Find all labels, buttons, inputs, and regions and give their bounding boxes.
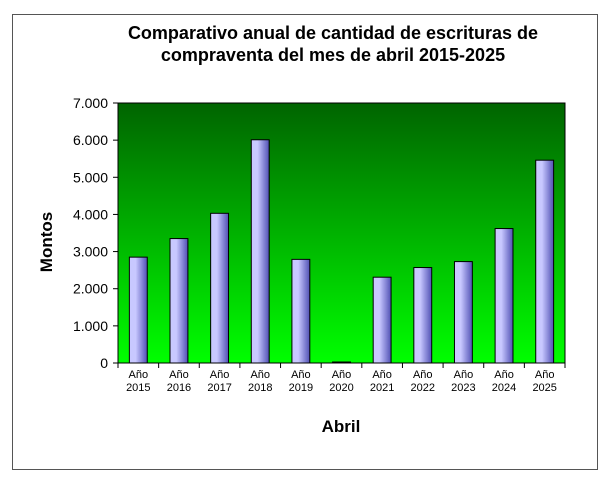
x-tick-label: Año 2016	[167, 369, 191, 394]
plot-area	[117, 102, 566, 364]
y-tick-label: 7.000	[73, 95, 108, 111]
x-tick-label: Año 2017	[207, 369, 231, 394]
x-tick-label: Año 2018	[248, 369, 272, 394]
bar	[453, 261, 473, 364]
y-tick-label: 4.000	[73, 206, 108, 222]
x-tick-label: Año 2023	[451, 369, 475, 394]
x-tick-label: Año 2021	[370, 369, 394, 394]
bar	[535, 159, 555, 364]
y-tick-label: 0	[100, 355, 108, 371]
bar	[210, 212, 230, 364]
bar	[169, 238, 189, 364]
x-tick-label: Año 2020	[329, 369, 353, 394]
x-tick-label: Año 2025	[532, 369, 556, 394]
chart-title: Comparativo anual de cantidad de escritu…	[127, 23, 539, 65]
x-tick-label: Año 2015	[126, 369, 150, 394]
bars	[128, 139, 555, 364]
y-tick-label: 2.000	[73, 281, 108, 297]
x-tick-label: Año 2022	[411, 369, 435, 394]
y-axis: 0 1.000 2.000 3.000 4.000 5.000 6.000 7.000	[73, 95, 119, 371]
x-tick-label: Año 2019	[289, 369, 313, 394]
y-tick-label: 3.000	[73, 244, 108, 260]
y-axis-label: Montos	[37, 212, 56, 272]
bar	[494, 228, 514, 364]
bar	[250, 139, 270, 364]
bar	[128, 256, 148, 364]
y-tick-label: 1.000	[73, 318, 108, 334]
y-tick-label: 5.000	[73, 169, 108, 185]
bar	[372, 276, 392, 364]
x-tick-label: Año 2024	[492, 369, 516, 394]
y-tick-label: 6.000	[73, 132, 108, 148]
x-axis-label: Abril	[322, 417, 361, 436]
x-axis: Año 2015 Año 2016 Año 2017 Año 2018 Año 2019 Año 20…	[117, 362, 566, 394]
bar	[291, 258, 311, 364]
bar	[413, 267, 433, 364]
